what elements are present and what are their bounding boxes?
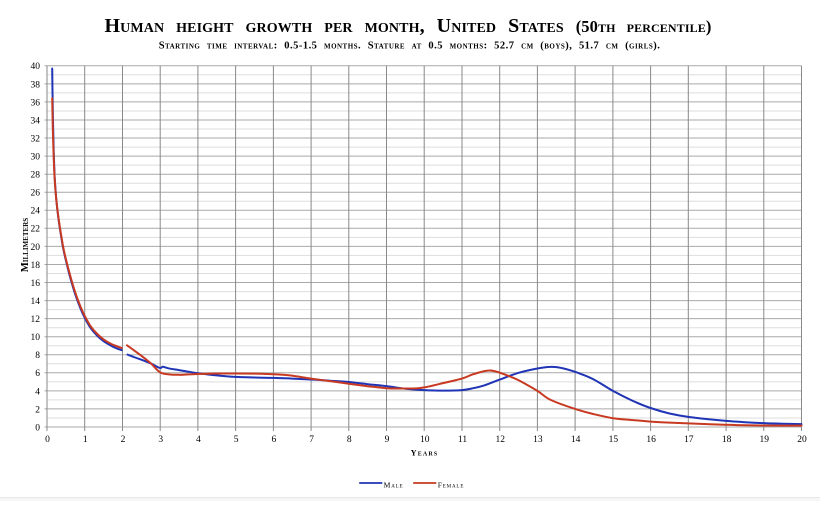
svg-text:20: 20: [31, 243, 41, 253]
svg-text:30: 30: [31, 153, 41, 163]
svg-text:15: 15: [609, 435, 619, 445]
svg-text:3: 3: [158, 435, 163, 445]
svg-text:1: 1: [83, 435, 88, 445]
svg-text:2: 2: [121, 435, 126, 445]
svg-text:12: 12: [31, 315, 41, 325]
svg-text:14: 14: [571, 435, 581, 445]
svg-text:2: 2: [35, 405, 40, 415]
svg-text:7: 7: [309, 435, 314, 445]
svg-text:16: 16: [31, 279, 41, 289]
svg-text:13: 13: [533, 435, 543, 445]
svg-text:34: 34: [31, 116, 41, 126]
svg-text:26: 26: [31, 189, 41, 199]
svg-text:8: 8: [347, 435, 352, 445]
svg-text:32: 32: [31, 134, 41, 144]
svg-text:18: 18: [722, 435, 732, 445]
svg-text:28: 28: [31, 171, 41, 181]
svg-text:0: 0: [45, 435, 50, 445]
svg-text:20: 20: [797, 435, 807, 445]
svg-text:Years: Years: [411, 449, 439, 458]
svg-text:5: 5: [234, 435, 239, 445]
svg-text:40: 40: [31, 62, 41, 72]
svg-text:10: 10: [420, 435, 430, 445]
svg-text:10: 10: [31, 333, 41, 343]
svg-text:11: 11: [458, 435, 467, 445]
svg-text:38: 38: [31, 80, 41, 90]
svg-text:8: 8: [35, 351, 40, 361]
svg-text:4: 4: [35, 387, 40, 397]
svg-text:Male: Male: [384, 481, 404, 490]
svg-text:Female: Female: [438, 481, 465, 490]
svg-text:Millimeters: Millimeters: [20, 218, 31, 272]
svg-text:18: 18: [31, 261, 41, 271]
svg-text:36: 36: [31, 98, 41, 108]
svg-text:Human height growth per month,: Human height growth per month, United St…: [104, 15, 711, 37]
svg-text:24: 24: [31, 207, 41, 217]
svg-text:19: 19: [760, 435, 770, 445]
svg-text:16: 16: [646, 435, 656, 445]
svg-text:6: 6: [272, 435, 277, 445]
svg-text:14: 14: [31, 297, 41, 307]
svg-text:9: 9: [385, 435, 390, 445]
svg-text:0: 0: [35, 423, 40, 433]
svg-text:Starting time interval: 0.5-1.: Starting time interval: 0.5-1.5 months. …: [159, 41, 661, 52]
svg-text:12: 12: [495, 435, 505, 445]
svg-text:4: 4: [196, 435, 201, 445]
svg-text:22: 22: [31, 225, 41, 235]
svg-text:17: 17: [684, 435, 694, 445]
svg-text:6: 6: [35, 369, 40, 379]
